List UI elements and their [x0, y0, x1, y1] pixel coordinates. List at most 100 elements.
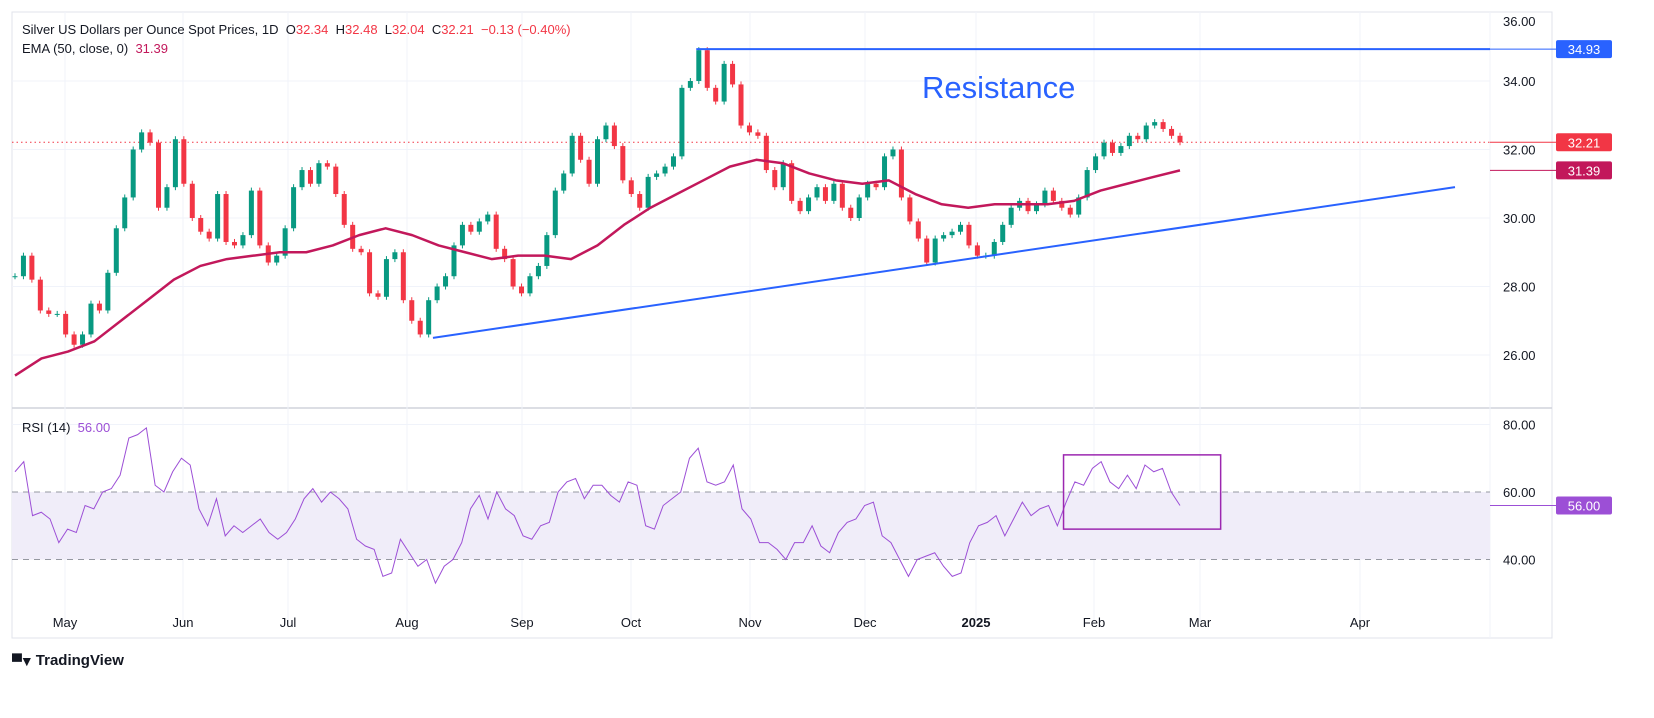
candle[interactable] — [375, 293, 381, 297]
candle[interactable] — [780, 163, 786, 188]
candle[interactable] — [789, 163, 795, 201]
candle[interactable] — [274, 255, 280, 263]
candle[interactable] — [1126, 135, 1132, 147]
candle[interactable] — [291, 187, 297, 229]
candle[interactable] — [974, 245, 980, 256]
candle[interactable] — [20, 255, 26, 277]
candle[interactable] — [206, 231, 212, 239]
candle[interactable] — [873, 183, 879, 188]
candle[interactable] — [485, 214, 491, 222]
candle[interactable] — [620, 146, 626, 181]
candle[interactable] — [535, 265, 541, 277]
candle[interactable] — [198, 218, 204, 232]
candle[interactable] — [603, 125, 609, 140]
candle[interactable] — [704, 50, 710, 88]
candle[interactable] — [898, 149, 904, 198]
rsi-line[interactable] — [14, 426, 1181, 585]
candle[interactable] — [409, 300, 415, 321]
candle[interactable] — [822, 187, 828, 201]
candle[interactable] — [12, 276, 18, 278]
candle[interactable] — [746, 125, 752, 133]
candle[interactable] — [915, 221, 921, 239]
support-trendline[interactable] — [432, 186, 1456, 339]
candle[interactable] — [451, 245, 457, 277]
candle[interactable] — [468, 224, 474, 232]
candle[interactable] — [966, 224, 972, 246]
candle[interactable] — [755, 132, 761, 136]
candle[interactable] — [645, 176, 651, 208]
candle[interactable] — [54, 313, 60, 315]
candle[interactable] — [730, 63, 736, 85]
candle[interactable] — [679, 87, 685, 157]
candle[interactable] — [1008, 207, 1014, 225]
candle[interactable] — [519, 286, 525, 294]
candle[interactable] — [670, 156, 676, 167]
candle[interactable] — [569, 135, 575, 174]
candle[interactable] — [890, 149, 896, 157]
candle[interactable] — [527, 276, 533, 294]
candle[interactable] — [848, 207, 854, 218]
candle[interactable] — [46, 310, 52, 314]
candle[interactable] — [1059, 200, 1065, 208]
candle[interactable] — [687, 81, 693, 88]
candle[interactable] — [924, 238, 930, 263]
candle[interactable] — [595, 139, 600, 184]
candle[interactable] — [544, 235, 550, 266]
candle[interactable] — [1000, 224, 1006, 242]
candle[interactable] — [459, 224, 465, 246]
candle[interactable] — [240, 235, 246, 246]
candle[interactable] — [156, 142, 162, 208]
candle[interactable] — [147, 132, 153, 143]
candle[interactable] — [578, 135, 584, 160]
candle[interactable] — [71, 334, 77, 345]
candle[interactable] — [510, 259, 516, 287]
candle[interactable] — [1042, 190, 1048, 205]
candle[interactable] — [96, 303, 102, 311]
candle[interactable] — [865, 183, 871, 198]
candle[interactable] — [1101, 142, 1107, 157]
candle[interactable] — [628, 180, 634, 195]
candle[interactable] — [63, 313, 69, 335]
candle[interactable] — [856, 197, 862, 218]
candle[interactable] — [1093, 156, 1099, 171]
candle[interactable] — [1143, 125, 1149, 140]
rsi-highlight-box[interactable] — [1062, 454, 1222, 530]
candle[interactable] — [282, 228, 288, 256]
candle[interactable] — [341, 194, 347, 225]
candle[interactable] — [417, 320, 423, 335]
candle[interactable] — [383, 259, 389, 297]
candle[interactable] — [299, 170, 305, 188]
candle[interactable] — [113, 228, 119, 273]
candle[interactable] — [738, 84, 744, 126]
candle[interactable] — [662, 166, 668, 174]
candle[interactable] — [713, 87, 719, 102]
candle[interactable] — [1169, 128, 1175, 136]
candle[interactable] — [139, 132, 145, 150]
candle[interactable] — [797, 200, 803, 212]
candle[interactable] — [654, 173, 660, 177]
candle[interactable] — [949, 231, 955, 236]
candle[interactable] — [552, 190, 558, 236]
candle[interactable] — [1109, 142, 1115, 153]
candle[interactable] — [586, 159, 592, 184]
candle[interactable] — [637, 194, 643, 208]
candle[interactable] — [37, 279, 43, 311]
candle[interactable] — [1152, 122, 1158, 126]
candle[interactable] — [400, 252, 406, 301]
candle[interactable] — [1084, 170, 1090, 198]
candle[interactable] — [1050, 190, 1056, 201]
candle[interactable] — [958, 224, 964, 232]
candle[interactable] — [806, 197, 812, 212]
candle[interactable] — [814, 187, 820, 198]
candle[interactable] — [502, 248, 508, 260]
candle[interactable] — [839, 183, 845, 208]
candle[interactable] — [907, 197, 913, 222]
candle[interactable] — [1076, 197, 1082, 215]
candle[interactable] — [80, 334, 86, 345]
candle[interactable] — [130, 149, 136, 198]
candle[interactable] — [223, 194, 229, 242]
candle[interactable] — [181, 139, 187, 184]
candle[interactable] — [772, 170, 778, 188]
candle[interactable] — [358, 248, 364, 253]
rsi-legend[interactable]: RSI (14) 56.00 — [22, 420, 110, 435]
